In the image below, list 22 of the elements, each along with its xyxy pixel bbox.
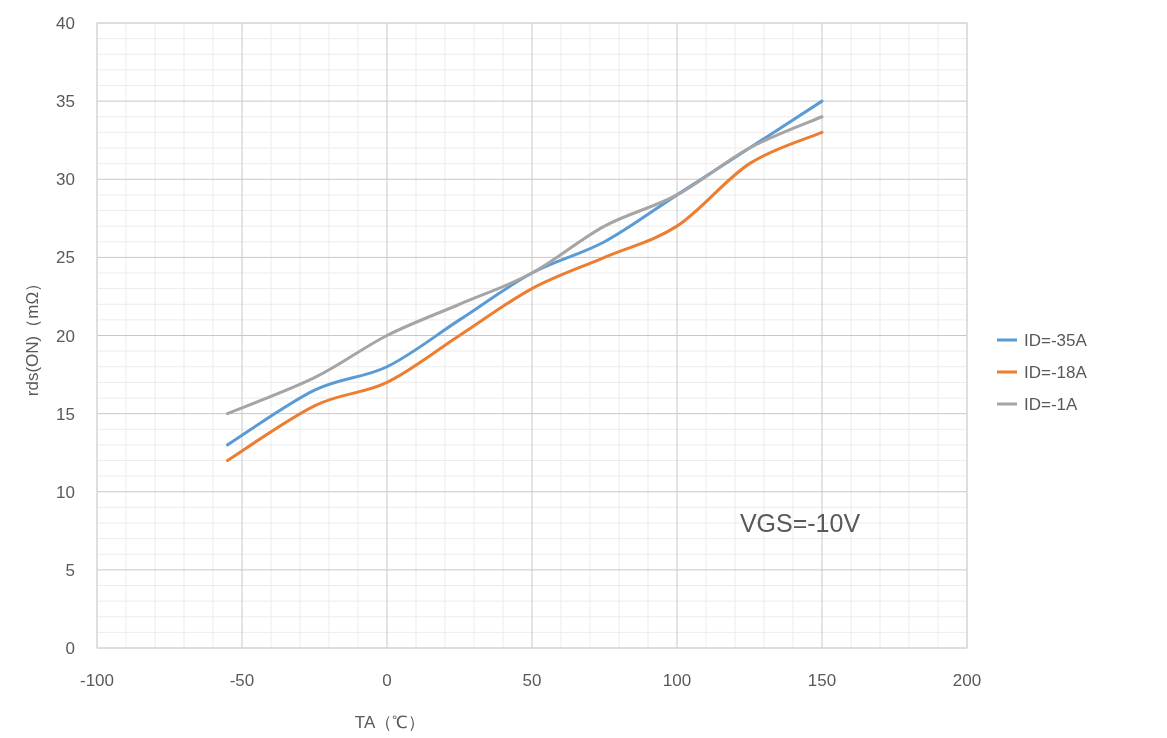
y-tick-label: 0 <box>65 639 75 658</box>
x-tick-label: 100 <box>662 671 692 690</box>
y-tick-label: 15 <box>56 404 75 424</box>
y-tick-label: 30 <box>56 170 75 190</box>
annotation: VGS=-10V <box>739 509 861 537</box>
y-tick-label: 40 <box>56 14 75 33</box>
x-axis-title: TA（℃） <box>354 713 426 732</box>
x-tick-label: 50 <box>522 671 542 690</box>
y-tick-label: 20 <box>56 326 75 346</box>
y-tick-label: 35 <box>56 92 75 112</box>
y-tick-label: 25 <box>56 248 75 268</box>
legend-label: ID=-18A <box>1024 363 1088 382</box>
y-axis-title: rds(ON)（mΩ） <box>23 274 42 397</box>
legend-label: ID=-1A <box>1024 395 1079 414</box>
y-tick-label: 5 <box>65 560 75 580</box>
x-tick-label: -50 <box>229 671 255 690</box>
x-tick-label: 150 <box>807 671 837 690</box>
x-tick-label: -100 <box>79 671 115 690</box>
y-tick-label: 10 <box>56 482 75 502</box>
x-tick-label: 0 <box>382 671 392 690</box>
legend-label: ID=-35A <box>1024 331 1088 350</box>
x-tick-label: 200 <box>952 671 982 690</box>
